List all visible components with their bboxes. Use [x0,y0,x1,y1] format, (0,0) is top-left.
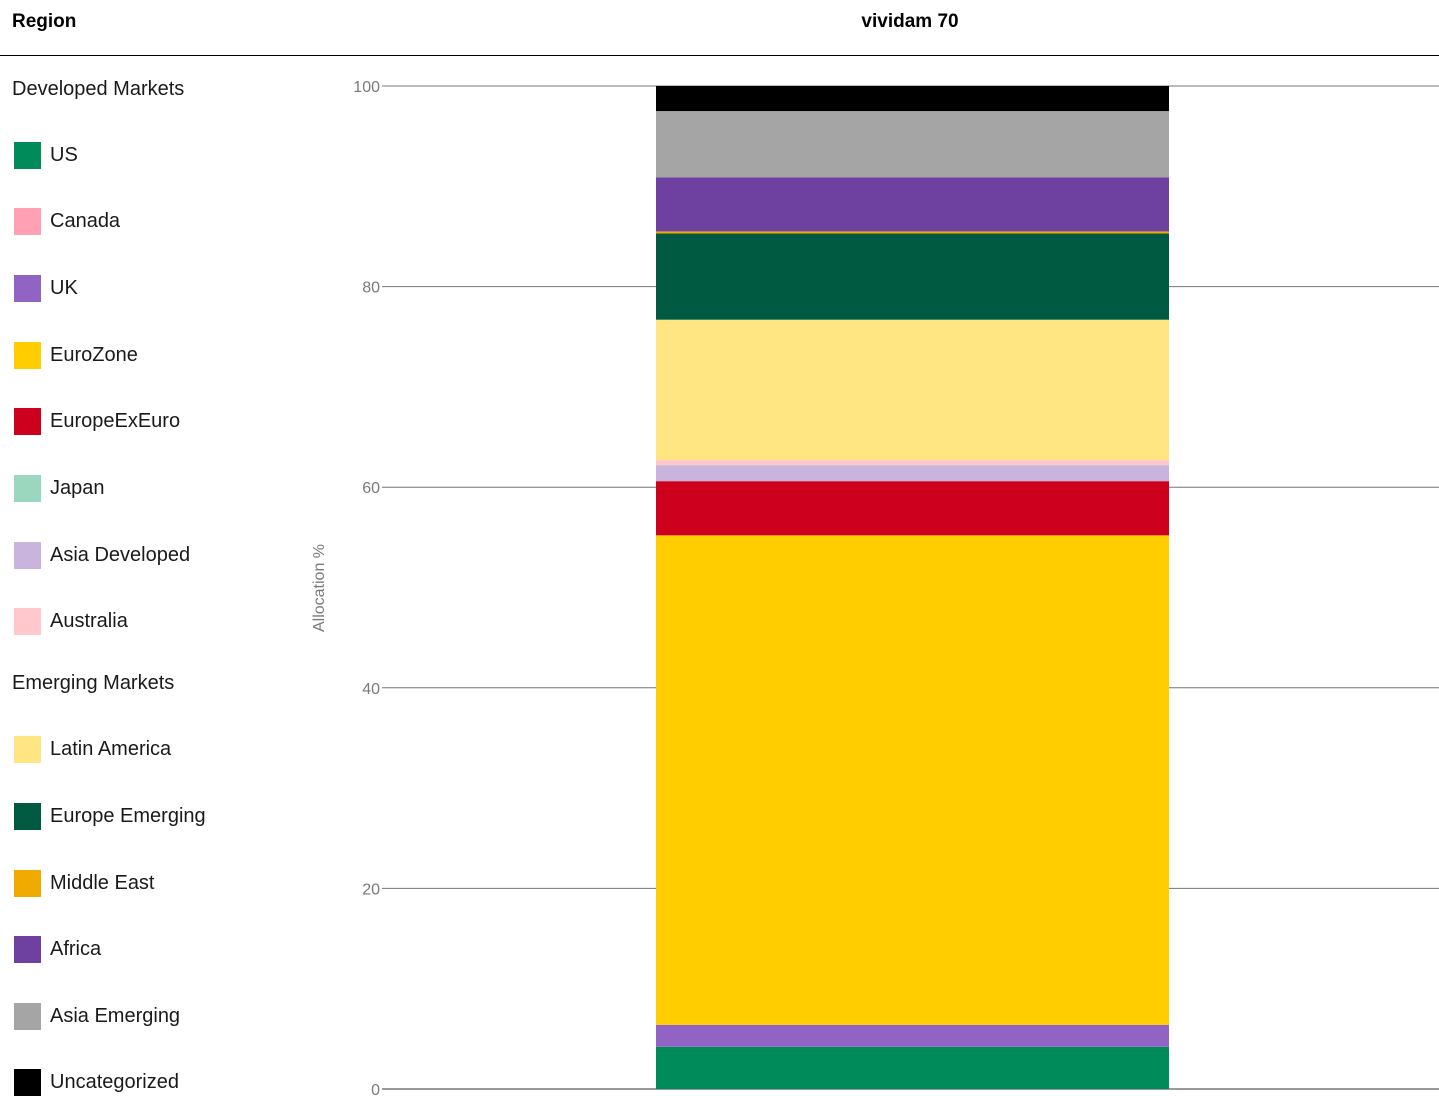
legend-swatch [14,1068,41,1096]
legend-item-asia-developed: Asia Developed [14,541,190,569]
legend-label: Europe Emerging [50,804,206,827]
legend-item-asia-emerging: Asia Emerging [14,1002,180,1030]
legend-label: EuropeExEuro [50,409,181,432]
table-header: Region vividam 70 [0,0,1439,56]
legend-label: Canada [50,209,121,232]
legend-item-eurozone: EuroZone [14,341,138,369]
legend-swatch [14,407,41,435]
legend-swatch [14,935,41,963]
bar-segment-europe-emerging [656,233,1169,320]
legend-item-australia: Australia [14,607,128,635]
y-tick-label: 40 [362,681,380,698]
legend-swatch [14,541,41,569]
bar-segment-asia-developed [656,465,1169,482]
bar-segment-eurozone [656,535,1169,1025]
y-tick-label: 80 [362,280,380,297]
legend-label: Africa [50,937,102,960]
bar-segment-asia-emerging [656,111,1169,178]
legend-item-us: US [14,141,78,169]
bar-segment-australia [656,460,1169,466]
bar-segment-europeexeuro [656,481,1169,536]
legend-label: US [50,143,78,166]
legend-item-japan: Japan [14,474,105,502]
bar-segment-middle-east [656,231,1169,234]
y-axis-title: Allocation % [311,544,328,632]
bar-segment-us [656,1046,1169,1089]
legend-label: Latin America [50,737,172,760]
legend-item-europe-ex-euro: EuropeExEuro [14,407,180,435]
y-tick-label: 20 [362,881,380,898]
legend-label: Asia Developed [50,543,191,566]
bar-segment-latin-america [656,319,1169,461]
legend-swatch [14,141,41,169]
legend-swatch [14,869,41,897]
y-tick-label: 100 [353,79,380,96]
legend-label: Asia Emerging [50,1004,181,1027]
legend-label: UK [50,276,78,299]
bar-segment-africa [656,177,1169,232]
legend-label: EuroZone [50,343,138,366]
legend-swatch [14,341,41,369]
y-tick-label: 60 [362,480,380,497]
legend-swatch [14,474,41,502]
legend-item-uncategorized: Uncategorized [14,1068,179,1096]
legend-swatch [14,607,41,635]
legend-group-emerging: Emerging Markets [12,672,175,694]
legend-label: Australia [50,609,128,632]
legend-label: Uncategorized [50,1070,179,1093]
legend-label: Japan [50,476,105,499]
legend-item-africa: Africa [14,935,101,963]
region-column-header: Region [12,11,77,32]
legend-item-latin-america: Latin America [14,735,171,763]
legend-label: Middle East [50,871,155,894]
bar-segments [656,86,1169,1089]
bar-segment-uk [656,1024,1169,1047]
legend-swatch [14,802,41,830]
legend-group-developed: Developed Markets [12,78,185,100]
legend-item-middle-east: Middle East [14,869,155,897]
legend-item-uk: UK [14,274,78,302]
legend-item-canada: Canada [14,207,120,235]
legend-swatch [14,274,41,302]
y-tick-label: 0 [371,1082,380,1095]
legend-swatch [14,735,41,763]
legend-swatch [14,207,41,235]
legend-swatch [14,1002,41,1030]
y-axis-ticks: 0 20 40 60 80 100 [353,79,380,1095]
legend-item-europe-emerging: Europe Emerging [14,802,206,830]
fund-column-header: vividam 70 [861,11,959,32]
bar-segment-uncategorized [656,86,1169,112]
